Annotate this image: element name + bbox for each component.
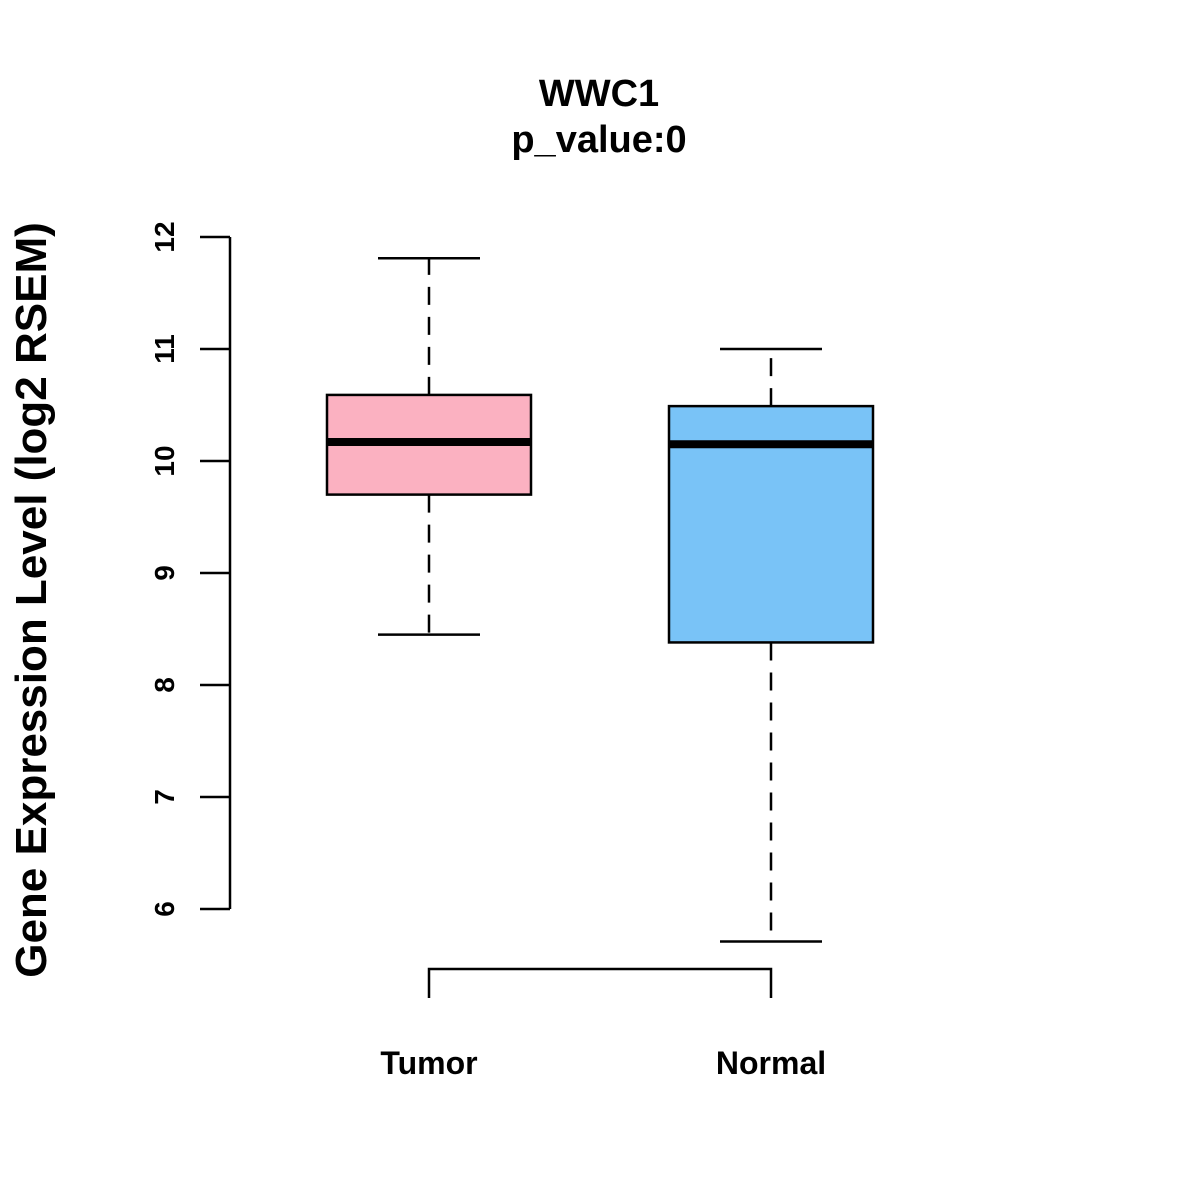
y-tick-label: 6	[149, 901, 180, 917]
y-tick-label: 12	[149, 221, 180, 252]
y-axis-label: Gene Expression Level (log2 RSEM)	[7, 222, 56, 978]
y-axis: 6 7 8 9 10 11 12	[149, 221, 232, 917]
boxes	[325, 257, 875, 943]
y-tick-label: 7	[149, 789, 180, 805]
comparison-bracket	[427, 967, 773, 998]
y-tick-label: 10	[149, 445, 180, 476]
chart-title: WWC1	[539, 73, 659, 115]
y-tick-label: 11	[149, 334, 180, 364]
box-tumor	[325, 257, 533, 636]
box-normal	[667, 347, 875, 943]
y-tick-label: 9	[149, 565, 180, 581]
y-tick-label: 8	[149, 677, 180, 693]
category-labels: Tumor Normal	[380, 1045, 826, 1081]
category-label-tumor: Tumor	[380, 1045, 477, 1081]
chart-subtitle: p_value:0	[511, 119, 686, 161]
bracket-line	[427, 967, 773, 998]
category-label-normal: Normal	[716, 1045, 826, 1081]
